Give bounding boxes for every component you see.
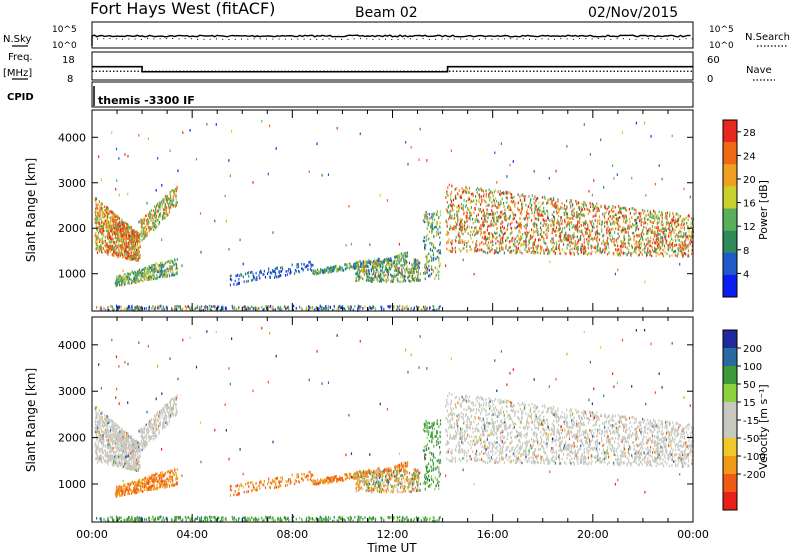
time-tick-label: 12:00 bbox=[377, 528, 409, 541]
colorbar-tick-label: 4 bbox=[743, 269, 749, 280]
nsky-tick-high: 10^5 bbox=[52, 25, 77, 35]
freq-panel: Freq. [MHz] 18 8 60 0 Nave bbox=[3, 51, 775, 85]
power-panel: 1000 2000 3000 4000 Slant Range [km] bbox=[24, 109, 695, 312]
time-tick-labels: 00:00 04:00 08:00 12:00 16:00 20:00 00:00 bbox=[76, 528, 709, 541]
time-tick-label: 00:00 bbox=[677, 528, 709, 541]
colorbar-tick-label: 28 bbox=[743, 128, 756, 139]
colorbar-tick-label: 15 bbox=[743, 398, 756, 409]
power-ylabel: Slant Range [km] bbox=[24, 158, 38, 262]
power-xticks bbox=[91, 110, 694, 311]
range-tick-label: 1000 bbox=[58, 478, 86, 491]
velocity-scatter bbox=[94, 326, 695, 523]
velocity-colorbar: 200 100 50 15 -15 -50 -100 -200 bbox=[722, 329, 766, 511]
velocity-colorbar-label: Velocity [m s⁻¹] bbox=[757, 384, 770, 469]
freq-trace bbox=[92, 65, 693, 73]
power-colorbar: 28 24 20 16 12 8 4 bbox=[722, 119, 756, 298]
range-tick-label: 4000 bbox=[58, 339, 86, 352]
velocity-yticks: 1000 2000 3000 4000 bbox=[58, 339, 693, 491]
colorbar-tick-label: 50 bbox=[743, 380, 756, 391]
nsky-trace bbox=[91, 34, 691, 46]
freq-tick-low: 8 bbox=[67, 74, 73, 85]
beam-label: Beam 02 bbox=[355, 5, 418, 21]
nsearch-dots bbox=[97, 38, 693, 40]
nave-tick-high: 60 bbox=[707, 55, 720, 66]
range-tick-label: 3000 bbox=[58, 177, 86, 190]
colorbar-tick-label: -100 bbox=[743, 452, 766, 463]
velocity-xticks bbox=[91, 317, 694, 522]
colorbar-tick-label: 12 bbox=[743, 222, 756, 233]
colorbar-tick-label: 24 bbox=[743, 151, 756, 162]
time-axis-label: Time UT bbox=[366, 541, 417, 554]
nsearch-tick-high: 10^5 bbox=[709, 25, 734, 35]
time-tick-label: 00:00 bbox=[76, 528, 108, 541]
freq-unit-label: [MHz] bbox=[3, 68, 32, 79]
cpid-label: CPID bbox=[7, 92, 34, 103]
range-tick-label: 3000 bbox=[58, 385, 86, 398]
nsky-tick-low: 10^0 bbox=[52, 41, 77, 51]
range-tick-label: 1000 bbox=[58, 268, 86, 281]
colorbar-tick-label: 200 bbox=[743, 344, 762, 355]
cpid-panel: CPID themis -3300 IF bbox=[7, 81, 694, 108]
nsearch-tick-low: 10^0 bbox=[709, 41, 734, 51]
range-tick-label: 2000 bbox=[58, 222, 86, 235]
nsky-label: N.Sky bbox=[3, 34, 31, 45]
time-tick-label: 16:00 bbox=[477, 528, 509, 541]
power-yticks: 1000 2000 3000 4000 bbox=[58, 131, 693, 281]
range-tick-label: 2000 bbox=[58, 432, 86, 445]
colorbar-tick-label: -200 bbox=[743, 470, 766, 481]
colorbar-tick-label: 100 bbox=[743, 362, 762, 373]
time-tick-label: 20:00 bbox=[577, 528, 609, 541]
colorbar-tick-label: 16 bbox=[743, 199, 756, 210]
colorbar-tick-label: -50 bbox=[743, 434, 759, 445]
cpid-program: themis -3300 IF bbox=[98, 94, 195, 107]
velocity-panel: 1000 2000 3000 4000 Slant Range [km] bbox=[24, 316, 695, 523]
freq-label: Freq. bbox=[8, 52, 33, 63]
nsearch-label: N.Search bbox=[745, 32, 790, 43]
time-tick-label: 04:00 bbox=[176, 528, 208, 541]
power-scatter bbox=[94, 119, 695, 312]
range-tick-label: 4000 bbox=[58, 131, 86, 144]
date-label: 02/Nov/2015 bbox=[588, 5, 678, 21]
nave-label: Nave bbox=[746, 65, 772, 76]
noise-panel: N.Sky 10^5 10^0 10^5 10^0 N.Search bbox=[3, 21, 790, 51]
velocity-ylabel: Slant Range [km] bbox=[24, 368, 38, 472]
freq-tick-high: 18 bbox=[62, 55, 75, 66]
power-colorbar-label: Power [dB] bbox=[757, 180, 770, 240]
nave-tick-low: 0 bbox=[707, 74, 713, 85]
colorbar-tick-label: -15 bbox=[743, 416, 759, 427]
colorbar-tick-label: 20 bbox=[743, 175, 756, 186]
radar-title: Fort Hays West (fitACF) bbox=[90, 0, 275, 18]
colorbar-tick-label: 8 bbox=[743, 246, 749, 257]
time-tick-label: 08:00 bbox=[276, 528, 308, 541]
